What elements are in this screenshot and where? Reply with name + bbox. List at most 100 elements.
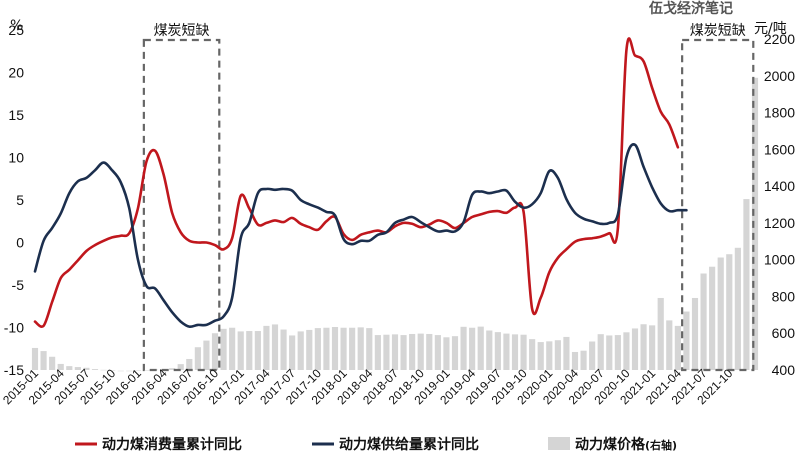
right-axis-tick-label: 2000 <box>764 68 795 84</box>
series-lines <box>33 37 688 329</box>
price-bar <box>74 367 81 370</box>
price-bar <box>211 333 219 370</box>
price-bar <box>674 325 681 370</box>
price-bar <box>109 370 116 371</box>
right-axis-tick-label: 600 <box>772 325 796 341</box>
legend-label: 动力煤消费量累计同比 <box>102 436 242 453</box>
x-axis-labels: 2015-012015-042015-072015-102016-012016-… <box>0 366 736 407</box>
price-bar <box>683 311 690 370</box>
price-bar <box>289 335 296 370</box>
price-bar <box>271 324 279 370</box>
right-axis-tick-label: 800 <box>772 288 796 304</box>
price-bar <box>366 328 373 370</box>
left-axis-tick-label: -15 <box>4 362 24 378</box>
price-bar <box>331 326 339 370</box>
shortage-box <box>142 38 221 372</box>
right-axis-tick-label: 2200 <box>764 31 795 47</box>
price-bar <box>374 335 381 370</box>
price-bar <box>571 351 579 370</box>
price-bar <box>657 297 664 370</box>
price-bar <box>186 358 193 370</box>
right-axis-tick-label: 400 <box>772 362 796 378</box>
right-axis-tick-label: 1600 <box>764 141 795 157</box>
annotation-boxes: 煤炭短缺 煤炭短缺 <box>142 23 755 372</box>
price-bar <box>383 334 390 370</box>
price-bar <box>280 329 287 370</box>
left-axis-tick-label: 5 <box>16 192 24 208</box>
series-line <box>33 143 688 329</box>
right-axis-tick-label: 1000 <box>764 252 795 268</box>
price-bar <box>409 333 416 370</box>
right-axis-tick-label: 1200 <box>764 215 795 231</box>
watermark: 伍戈经济笔记 <box>648 0 733 17</box>
price-bar <box>194 347 201 370</box>
price-bar <box>751 77 759 370</box>
price-bar <box>143 370 150 371</box>
price-bar <box>554 340 561 370</box>
price-bar <box>220 328 227 370</box>
price-bars <box>31 77 759 372</box>
left-axis-tick-label: -10 <box>4 320 24 336</box>
price-bar <box>426 333 433 370</box>
price-bar <box>520 334 527 370</box>
price-bar <box>254 331 261 370</box>
price-bar <box>597 334 604 370</box>
price-bar <box>237 331 244 370</box>
price-bar <box>169 368 176 370</box>
price-bar <box>726 254 733 370</box>
left-axis-tick-label: 0 <box>16 235 24 251</box>
price-bar <box>40 351 47 370</box>
price-bar <box>529 339 536 370</box>
price-bar <box>477 326 484 370</box>
price-bar <box>503 333 510 370</box>
price-bar <box>357 327 364 370</box>
price-bar <box>340 327 347 370</box>
price-bar <box>126 370 133 372</box>
price-bar <box>246 331 253 370</box>
legend-swatch <box>548 437 570 450</box>
legend-label: 动力煤供给量累计同比 <box>339 436 479 453</box>
left-axis-tick-label: 10 <box>8 150 24 166</box>
price-bar <box>91 369 99 370</box>
price-bar <box>511 334 519 370</box>
price-bar <box>349 327 356 370</box>
price-bar <box>734 247 741 370</box>
shortage-label: 煤炭短缺 <box>690 23 746 39</box>
price-bar <box>691 297 699 370</box>
right-axis-tick-label: 1800 <box>764 105 795 121</box>
right-axis-labels: 2200 2000 1800 1600 1400 1200 1000 800 600 400 <box>764 31 795 378</box>
price-bar <box>49 356 56 370</box>
price-bar <box>66 366 73 370</box>
shortage-label: 煤炭短缺 <box>154 23 210 39</box>
price-bar <box>434 335 441 370</box>
left-axis-tick-label: 15 <box>8 107 24 123</box>
price-bar <box>83 367 90 370</box>
price-bar <box>306 329 313 370</box>
price-bar <box>134 370 141 371</box>
price-bar <box>469 327 476 370</box>
right-axis-tick-label: 1400 <box>764 178 795 194</box>
price-bar <box>537 342 544 370</box>
price-bar <box>417 333 424 370</box>
legend-axis-note: (右轴) <box>645 438 677 452</box>
left-axis-tick-label: 20 <box>8 65 24 81</box>
price-bar <box>623 332 630 370</box>
price-bar <box>323 327 330 370</box>
price-bar <box>203 340 210 370</box>
left-axis-unit: % <box>10 18 23 34</box>
price-bar <box>580 350 587 370</box>
price-bar <box>100 369 107 371</box>
price-bar <box>451 336 459 370</box>
price-bar <box>614 335 621 370</box>
price-bar <box>640 324 647 370</box>
price-bar <box>494 332 501 370</box>
price-bar <box>31 347 39 370</box>
legend-label: 动力煤价格(右轴) <box>575 436 677 453</box>
price-bar <box>486 330 493 370</box>
price-bar <box>666 320 673 370</box>
right-axis-unit: 元/吨 <box>754 21 787 37</box>
price-bar <box>117 370 124 372</box>
shortage-box <box>681 38 755 372</box>
left-axis-labels: 25 20 15 10 5 0 -5 -10 -15 <box>4 22 24 378</box>
